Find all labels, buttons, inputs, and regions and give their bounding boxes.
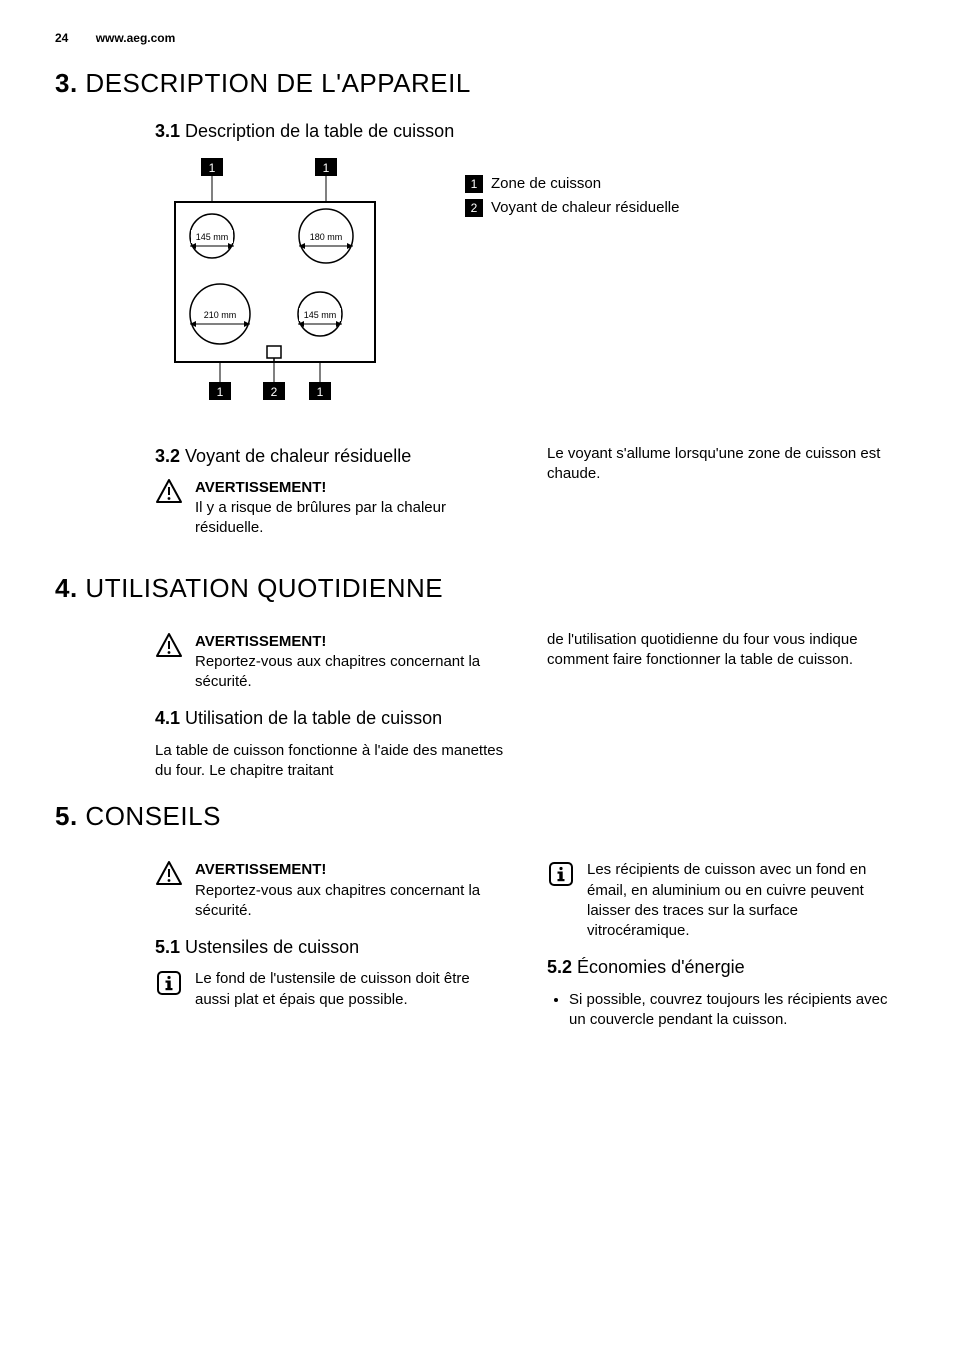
warning-body: Reportez-vous aux chapitres concernant l… <box>195 882 480 919</box>
warning-title: AVERTISSEMENT! <box>195 860 507 880</box>
warning-block: AVERTISSEMENT! Reportez-vous aux chapitr… <box>155 860 507 921</box>
header-url: www.aeg.com <box>96 31 176 45</box>
zone-1-size: 145 mm <box>196 232 229 242</box>
warning-title: AVERTISSEMENT! <box>195 478 507 498</box>
section-3-2-num: 3.2 <box>155 446 180 466</box>
info-text-1: Le fond de l'ustensile de cuisson doit ê… <box>195 969 507 1010</box>
zone-3-size: 210 mm <box>204 310 237 320</box>
section-3-2-heading: 3.2 Voyant de chaleur résiduelle <box>155 444 507 468</box>
info-icon <box>547 860 577 941</box>
legend-box-1: 1 <box>465 175 483 193</box>
section-3-num: 3. <box>55 68 78 98</box>
section-3-title: DESCRIPTION DE L'APPAREIL <box>85 68 470 98</box>
legend-text-2: Voyant de chaleur résiduelle <box>491 198 679 218</box>
cooktop-svg: 1 1 145 mm 180 mm <box>155 154 405 414</box>
info-block: Le fond de l'ustensile de cuisson doit ê… <box>155 969 507 1010</box>
diagram-label-top-2: 1 <box>323 161 330 175</box>
info-block: Les récipients de cuisson avec un fond e… <box>547 860 899 941</box>
section-3-2-title: Voyant de chaleur résiduelle <box>185 446 411 466</box>
info-text-2: Les récipients de cuisson avec un fond e… <box>587 860 899 941</box>
section-3-2-right-text: Le voyant s'allume lorsqu'une zone de cu… <box>547 444 899 485</box>
section-3-1-title: Description de la table de cuisson <box>185 121 454 141</box>
page-number: 24 <box>55 31 68 45</box>
list-item: Si possible, couvrez toujours les récipi… <box>569 990 899 1031</box>
page-header: 24 www.aeg.com <box>55 30 899 46</box>
warning-body: Il y a risque de brûlures par la chaleur… <box>195 499 446 536</box>
diagram-legend: 1 Zone de cuisson 2 Voyant de chaleur ré… <box>465 154 679 223</box>
legend-text-1: Zone de cuisson <box>491 174 601 194</box>
warning-icon <box>155 632 185 693</box>
section-4-title: UTILISATION QUOTIDIENNE <box>85 573 443 603</box>
section-3-1-num: 3.1 <box>155 121 180 141</box>
section-5-title: CONSEILS <box>85 801 221 831</box>
warning-block: AVERTISSEMENT! Reportez-vous aux chapitr… <box>155 632 507 693</box>
section-4-1-heading: 4.1 Utilisation de la table de cuisson <box>155 706 507 730</box>
section-3-heading: 3. DESCRIPTION DE L'APPAREIL <box>55 66 899 101</box>
legend-box-2: 2 <box>465 199 483 217</box>
section-5-heading: 5. CONSEILS <box>55 799 899 834</box>
section-5-1-title: Ustensiles de cuisson <box>185 937 359 957</box>
legend-item: 1 Zone de cuisson <box>465 174 679 194</box>
section-5-2-list: Si possible, couvrez toujours les récipi… <box>547 990 899 1031</box>
section-4-num: 4. <box>55 573 78 603</box>
section-4-1-left-text: La table de cuisson fonctionne à l'aide … <box>155 741 507 782</box>
section-4-1-num: 4.1 <box>155 708 180 728</box>
section-4-1-title: Utilisation de la table de cuisson <box>185 708 442 728</box>
diagram-label-bottom-2: 2 <box>271 385 278 399</box>
section-3-1-heading: 3.1 Description de la table de cuisson <box>155 119 899 143</box>
legend-item: 2 Voyant de chaleur résiduelle <box>465 198 679 218</box>
warning-title: AVERTISSEMENT! <box>195 632 507 652</box>
zone-4-size: 145 mm <box>304 310 337 320</box>
section-5-num: 5. <box>55 801 78 831</box>
section-4-heading: 4. UTILISATION QUOTIDIENNE <box>55 571 899 606</box>
info-icon <box>155 969 185 1010</box>
warning-body: Reportez-vous aux chapitres concernant l… <box>195 653 480 690</box>
zone-2-size: 180 mm <box>310 232 343 242</box>
warning-block: AVERTISSEMENT! Il y a risque de brûlures… <box>155 478 507 539</box>
warning-icon <box>155 478 185 539</box>
warning-icon <box>155 860 185 921</box>
section-4-1-right-text: de l'utilisation quotidienne du four vou… <box>547 630 899 671</box>
diagram-label-bottom-1: 1 <box>217 385 224 399</box>
section-5-1-heading: 5.1 Ustensiles de cuisson <box>155 935 507 959</box>
section-5-2-title: Économies d'énergie <box>577 957 745 977</box>
diagram-label-top-1: 1 <box>209 161 216 175</box>
cooktop-diagram: 1 1 145 mm 180 mm <box>155 154 405 414</box>
section-5-2-num: 5.2 <box>547 957 572 977</box>
diagram-label-bottom-3: 1 <box>317 385 324 399</box>
section-5-2-heading: 5.2 Économies d'énergie <box>547 955 899 979</box>
section-5-1-num: 5.1 <box>155 937 180 957</box>
